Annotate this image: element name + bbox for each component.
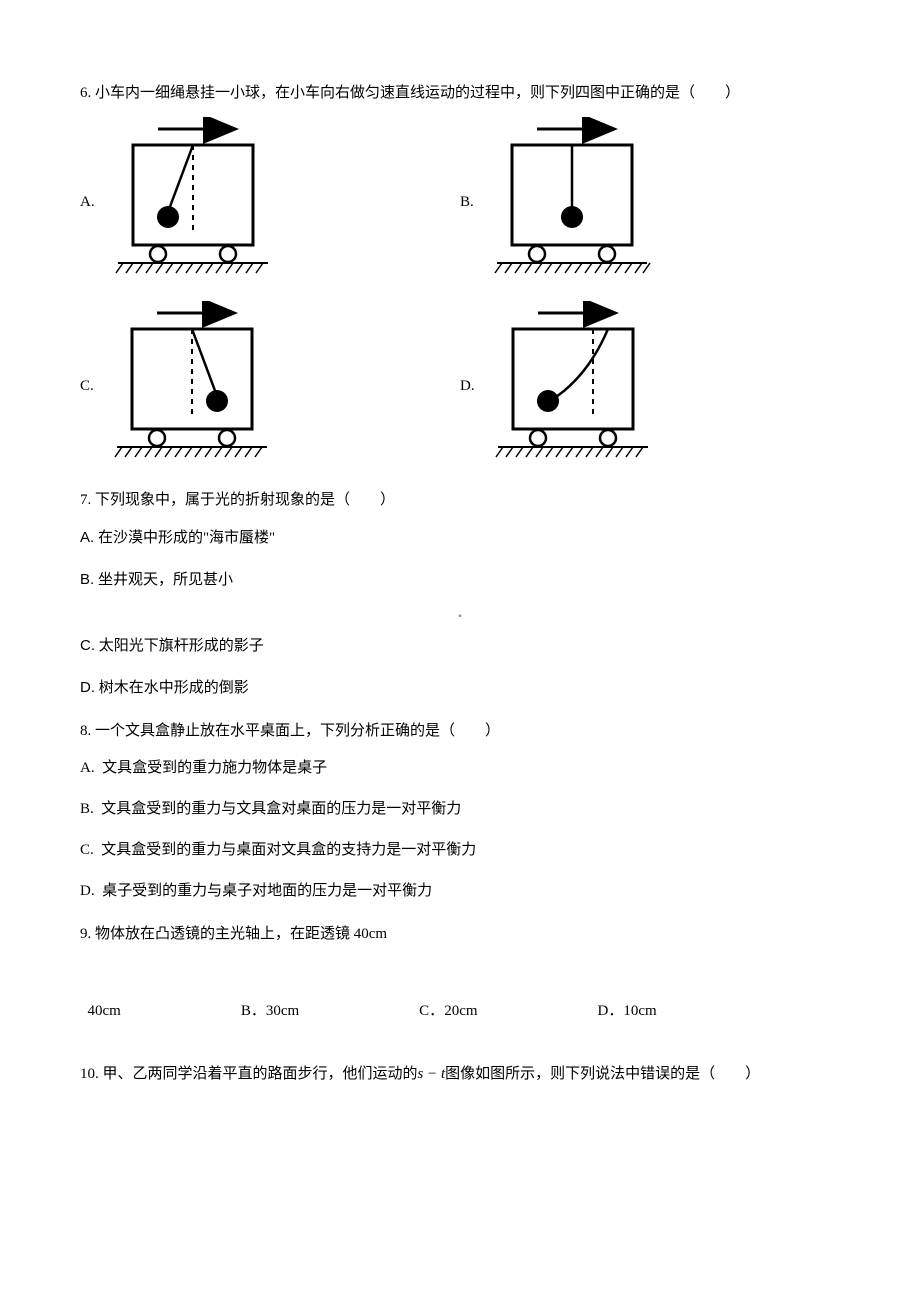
question-7: 7. 下列现象中，属于光的折射现象的是（ ） A. 在沙漠中形成的"海市蜃楼" … bbox=[80, 487, 840, 702]
cart-diagram-c bbox=[112, 301, 272, 471]
q6-label-d: D. bbox=[460, 373, 475, 400]
q8-a-text: 文具盒受到的重力施力物体是桌子 bbox=[102, 760, 327, 776]
q6-label-a: A. bbox=[80, 189, 95, 216]
page-marker: ▪ bbox=[80, 608, 840, 626]
q9-options: 40cm B．30cm C．20cm D．10cm bbox=[80, 998, 840, 1025]
q8-option-c: C. 文具盒受到的重力与桌面对文具盒的支持力是一对平衡力 bbox=[80, 837, 840, 864]
q6-cell-a: A. bbox=[80, 117, 460, 287]
q8-b-label: B. bbox=[80, 801, 94, 817]
question-9: 9. 物体放在凸透镜的主光轴上，在距透镜 40cm 40cm B．30cm C．… bbox=[80, 921, 840, 1025]
q6-cell-b: B. bbox=[460, 117, 652, 287]
q7-d-text: 树木在水中形成的倒影 bbox=[99, 680, 249, 696]
q7-body: 下列现象中，属于光的折射现象的是（ ） bbox=[95, 492, 395, 508]
q7-a-text: 在沙漠中形成的"海市蜃楼" bbox=[98, 530, 275, 546]
q9-option-a: 40cm bbox=[80, 998, 121, 1025]
q10-pre: 甲、乙两同学沿着平直的路面步行，他们运动的 bbox=[103, 1066, 418, 1082]
q6-label-b: B. bbox=[460, 189, 474, 216]
cart-diagram-a bbox=[113, 117, 273, 287]
q9-c-label: C． bbox=[419, 1003, 444, 1019]
q8-d-text: 桌子受到的重力与桌子对地面的压力是一对平衡力 bbox=[102, 883, 432, 899]
cart-diagram-b bbox=[492, 117, 652, 287]
question-10: 10. 甲、乙两同学沿着平直的路面步行，他们运动的s − t图像如图所示，则下列… bbox=[80, 1061, 840, 1088]
q8-b-text: 文具盒受到的重力与文具盒对桌面的压力是一对平衡力 bbox=[101, 801, 461, 817]
q9-a-text: 40cm bbox=[88, 1003, 121, 1019]
question-10-text: 10. 甲、乙两同学沿着平直的路面步行，他们运动的s − t图像如图所示，则下列… bbox=[80, 1061, 840, 1088]
q9-b-text: 30cm bbox=[266, 1003, 299, 1019]
q7-option-b: B. 坐井观天，所见甚小 bbox=[80, 566, 840, 594]
q7-option-d: D. 树木在水中形成的倒影 bbox=[80, 674, 840, 702]
q7-option-c: C. 太阳光下旗杆形成的影子 bbox=[80, 632, 840, 660]
q8-body: 一个文具盒静止放在水平桌面上，下列分析正确的是（ ） bbox=[95, 723, 500, 739]
q8-option-d: D. 桌子受到的重力与桌子对地面的压力是一对平衡力 bbox=[80, 878, 840, 905]
q8-option-a: A. 文具盒受到的重力施力物体是桌子 bbox=[80, 755, 840, 782]
q8-option-b: B. 文具盒受到的重力与文具盒对桌面的压力是一对平衡力 bbox=[80, 796, 840, 823]
cart-diagram-d bbox=[493, 301, 653, 471]
q6-cell-c: C. bbox=[80, 301, 460, 471]
q8-a-label: A. bbox=[80, 760, 95, 776]
question-8: 8. 一个文具盒静止放在水平桌面上，下列分析正确的是（ ） A. 文具盒受到的重… bbox=[80, 718, 840, 905]
q8-number: 8. bbox=[80, 723, 91, 739]
q9-option-d: D．10cm bbox=[598, 998, 657, 1025]
q9-body: 物体放在凸透镜的主光轴上，在距透镜 40cm bbox=[95, 926, 387, 942]
q8-d-label: D. bbox=[80, 883, 95, 899]
q10-number: 10. bbox=[80, 1066, 99, 1082]
question-6: 6. 小车内一细绳悬挂一小球，在小车向右做匀速直线运动的过程中，则下列四图中正确… bbox=[80, 80, 840, 471]
q7-c-label: C. bbox=[80, 637, 95, 654]
q7-d-label: D. bbox=[80, 679, 95, 696]
question-7-text: 7. 下列现象中，属于光的折射现象的是（ ） bbox=[80, 487, 840, 514]
q7-number: 7. bbox=[80, 492, 91, 508]
q9-number: 9. bbox=[80, 926, 91, 942]
question-9-text: 9. 物体放在凸透镜的主光轴上，在距透镜 40cm bbox=[80, 921, 840, 948]
q6-body: 小车内一细绳悬挂一小球，在小车向右做匀速直线运动的过程中，则下列四图中正确的是（… bbox=[95, 85, 740, 101]
q7-a-label: A. bbox=[80, 529, 94, 546]
q9-d-label: D． bbox=[598, 1003, 624, 1019]
question-8-text: 8. 一个文具盒静止放在水平桌面上，下列分析正确的是（ ） bbox=[80, 718, 840, 745]
q8-c-text: 文具盒受到的重力与桌面对文具盒的支持力是一对平衡力 bbox=[101, 842, 476, 858]
q6-number: 6. bbox=[80, 85, 91, 101]
question-6-text: 6. 小车内一细绳悬挂一小球，在小车向右做匀速直线运动的过程中，则下列四图中正确… bbox=[80, 80, 840, 107]
q6-row2: C. D. bbox=[80, 301, 840, 471]
q9-c-text: 20cm bbox=[444, 1003, 477, 1019]
q9-option-c: C．20cm bbox=[419, 998, 477, 1025]
q7-c-text: 太阳光下旗杆形成的影子 bbox=[99, 638, 264, 654]
q7-option-a: A. 在沙漠中形成的"海市蜃楼" bbox=[80, 524, 840, 552]
q7-b-label: B. bbox=[80, 571, 94, 588]
q7-b-text: 坐井观天，所见甚小 bbox=[98, 572, 233, 588]
q9-option-b: B．30cm bbox=[241, 998, 299, 1025]
q10-post: 图像如图所示，则下列说法中错误的是（ ） bbox=[445, 1066, 760, 1082]
q10-var: s − t bbox=[418, 1066, 446, 1082]
q6-row1: A. B. bbox=[80, 117, 840, 287]
q6-cell-d: D. bbox=[460, 301, 653, 471]
q9-d-text: 10cm bbox=[623, 1003, 656, 1019]
q9-b-label: B． bbox=[241, 1003, 266, 1019]
q6-label-c: C. bbox=[80, 373, 94, 400]
q8-c-label: C. bbox=[80, 842, 94, 858]
